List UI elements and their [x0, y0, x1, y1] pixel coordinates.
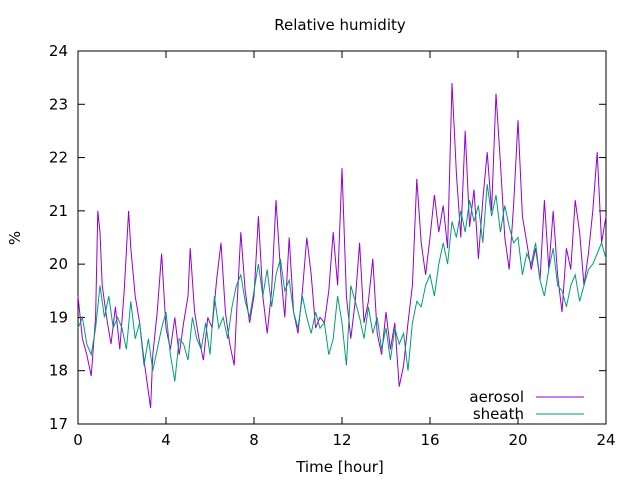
plot-frame [77, 50, 607, 425]
legend-label-sheath: sheath [473, 405, 524, 423]
x-tick-label: 0 [73, 431, 83, 449]
series-layer [77, 82, 607, 409]
x-tick-label: 8 [249, 431, 259, 449]
x-axis-label: Time [hour] [295, 458, 384, 476]
y-tick-label: 20 [49, 255, 68, 273]
y-tick-label: 24 [49, 42, 68, 60]
series-line-aerosol [77, 82, 607, 409]
legend-label-aerosol: aerosol [469, 388, 524, 406]
x-tick-label: 24 [596, 431, 615, 449]
y-tick-label: 17 [49, 415, 68, 433]
x-tick-label: 16 [420, 431, 439, 449]
y-tick-label: 22 [49, 149, 68, 167]
chart-title: Relative humidity [274, 16, 406, 34]
axis-ticks: 0 4 8 12 16 20 24 17 18 19 20 21 22 23 24 [49, 42, 616, 449]
x-tick-label: 12 [332, 431, 351, 449]
x-tick-label: 4 [161, 431, 171, 449]
y-axis-label: % [6, 231, 24, 245]
x-tick-label: 20 [508, 431, 527, 449]
y-tick-label: 19 [49, 308, 68, 326]
y-tick-label: 23 [49, 95, 68, 113]
y-tick-label: 18 [49, 362, 68, 380]
y-tick-label: 21 [49, 202, 68, 220]
series-line-sheath [77, 184, 607, 382]
